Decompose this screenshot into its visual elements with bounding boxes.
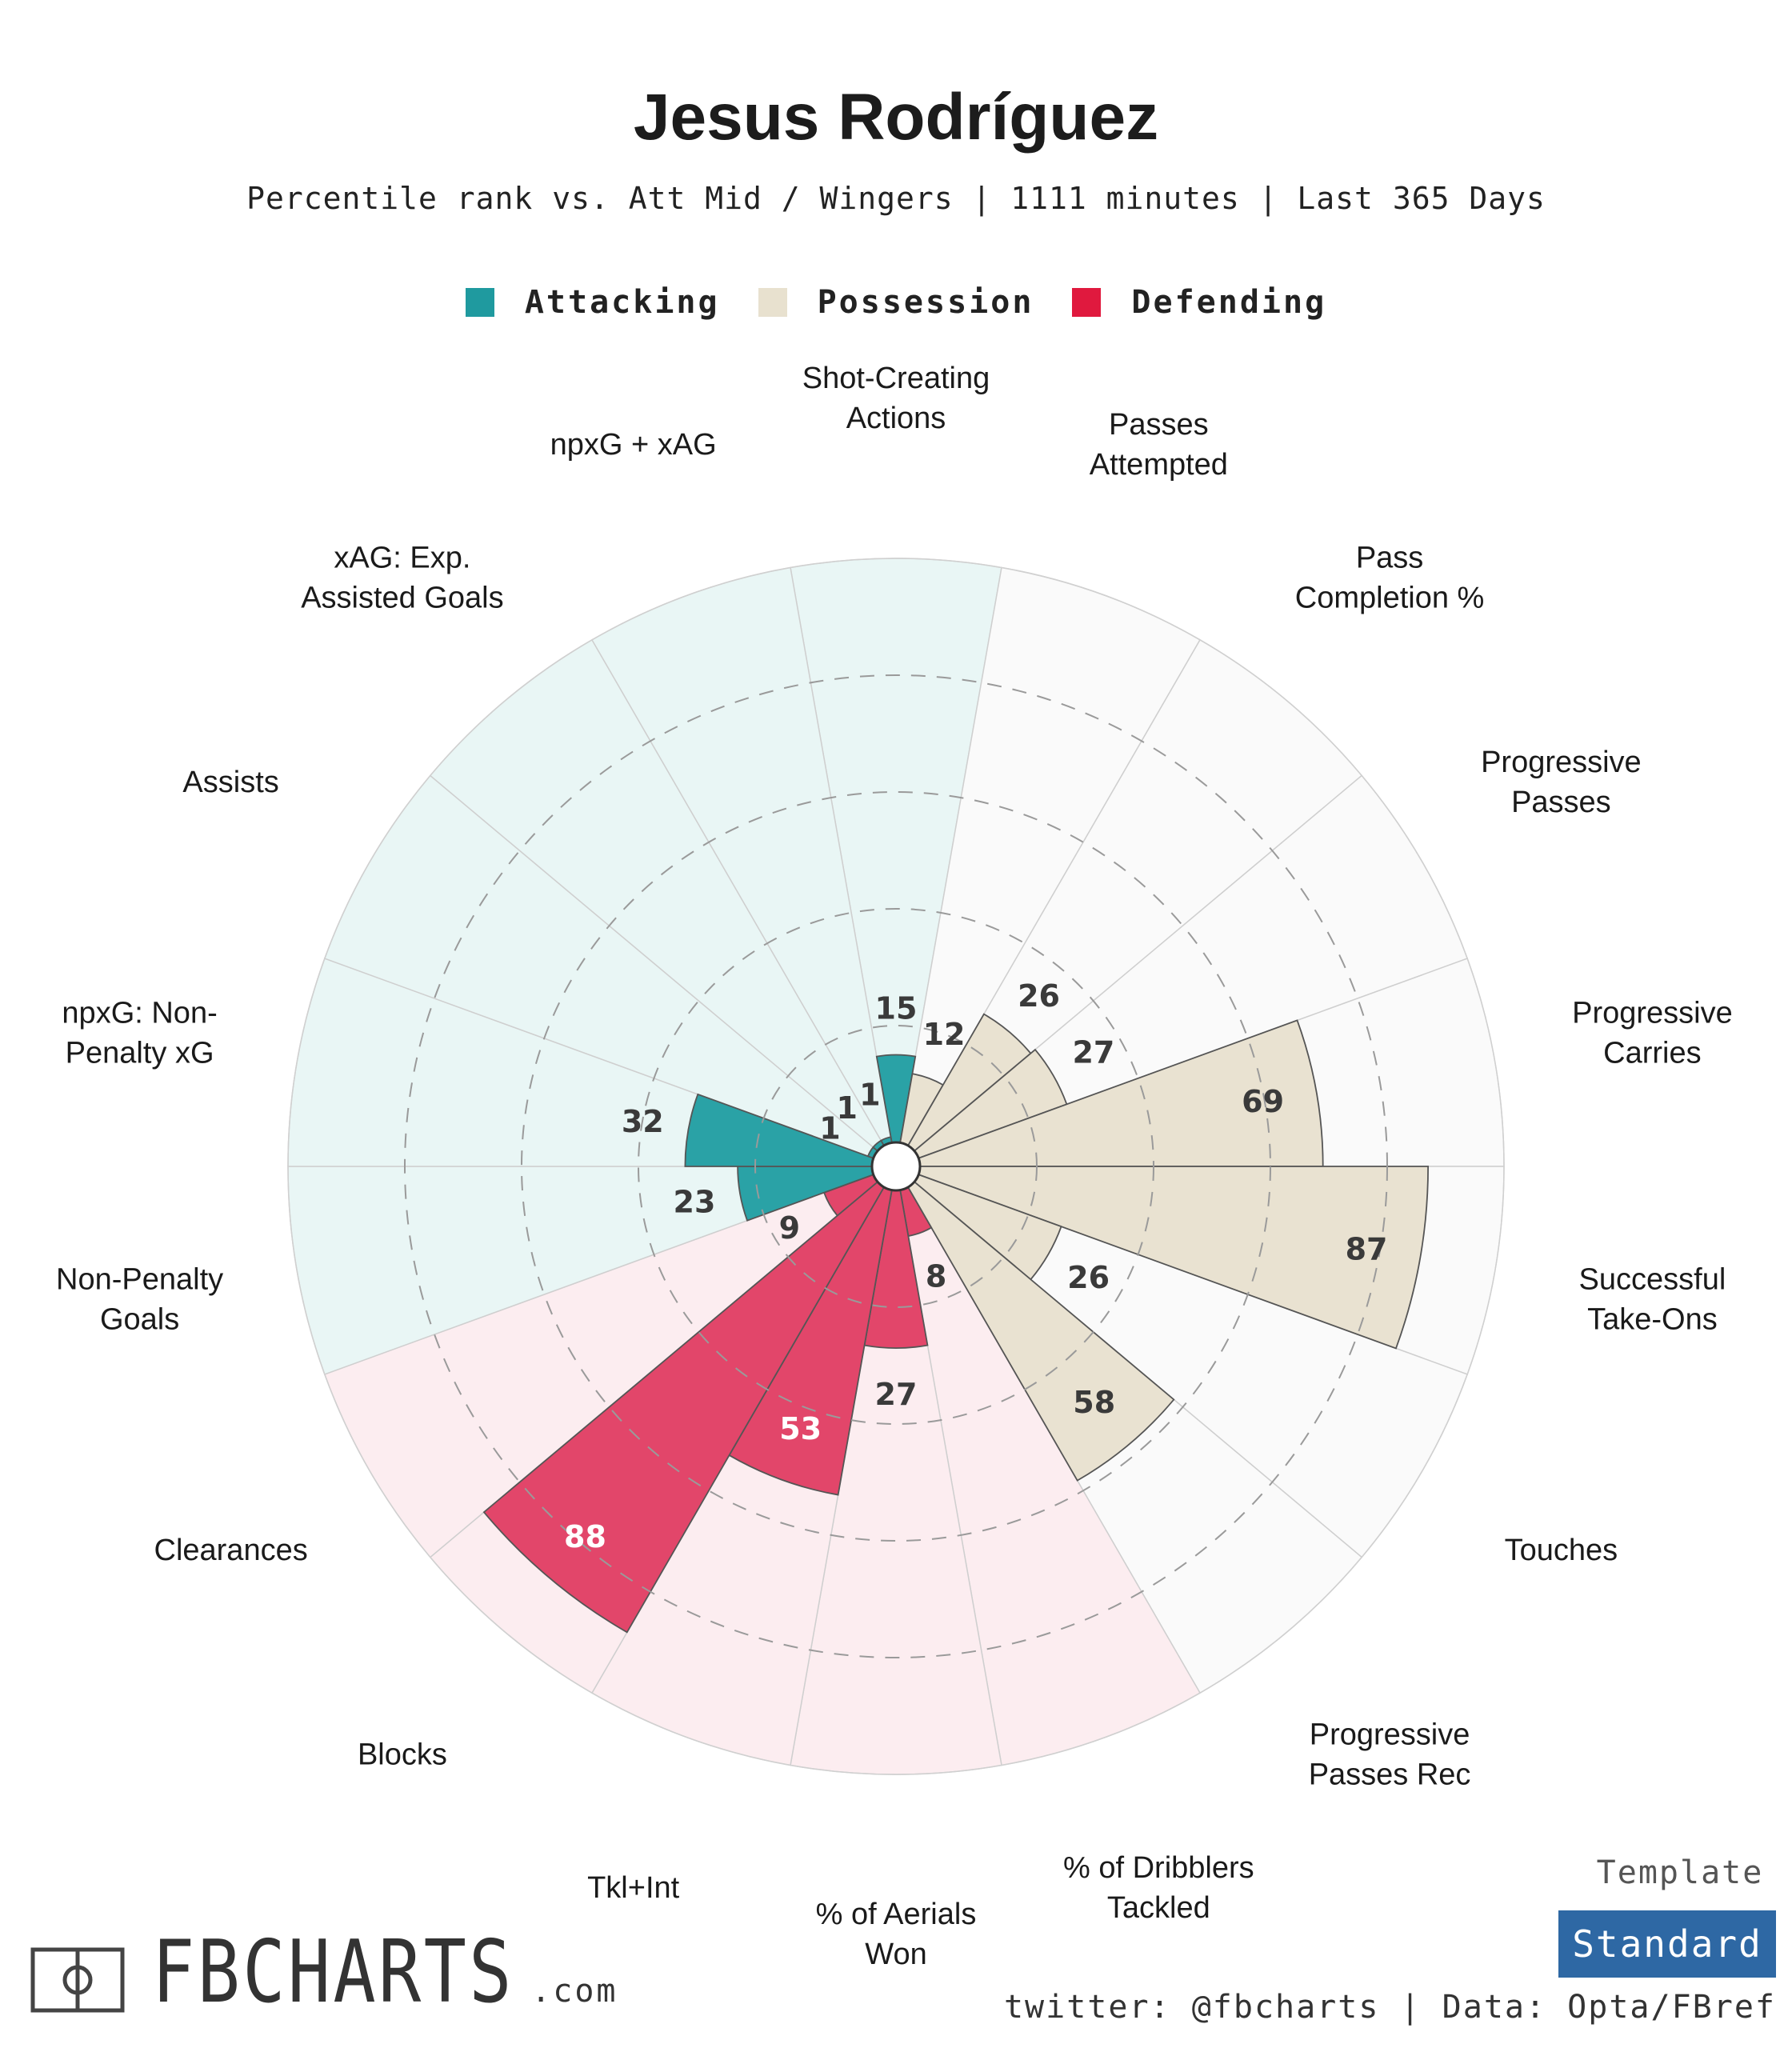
value-label-successful-take-ons: 87 [1346, 1232, 1388, 1267]
gridlines [404, 674, 1388, 1658]
value-label-npxg-xag: 1 [859, 1077, 880, 1112]
fbcharts-logo: FBCHARTS .com [30, 1922, 618, 2022]
category-label-shot-creating-actions: Shot-Creating Actions [802, 362, 990, 435]
category-label-npxg-xag: npxG + xAG [550, 428, 717, 462]
legend-label-defending: Defending [1131, 284, 1327, 321]
category-label-assists: Assists [182, 766, 278, 799]
value-label-shot-creating-actions: 15 [875, 991, 918, 1026]
value-label-progressive-carries: 69 [1242, 1084, 1284, 1119]
value-label-touches: 26 [1067, 1260, 1110, 1295]
legend-label-possession: Possession [817, 284, 1034, 321]
value-label-clearances: 9 [779, 1210, 800, 1246]
logo-text: FBCHARTS [152, 1922, 514, 2022]
template-badge: Standard [1558, 1910, 1776, 1978]
category-label-non-penalty-goals: Non-Penalty Goals [56, 1263, 223, 1337]
category-label-successful-take-ons: Successful Take-Ons [1579, 1263, 1726, 1337]
category-label-tkl-int: Tkl+Int [587, 1871, 680, 1905]
category-label-touches: Touches [1505, 1534, 1618, 1567]
gridline-80 [404, 674, 1388, 1658]
value-label-progressive-passes-rec: 58 [1073, 1385, 1115, 1420]
gridline-20 [754, 1025, 1038, 1308]
value-label-non-penalty-goals: 23 [674, 1184, 716, 1219]
legend-label-attacking: Attacking [524, 284, 720, 321]
legend-item-attacking: Attacking [465, 284, 720, 321]
category-label-clearances: Clearances [154, 1534, 308, 1567]
value-label-tkl-int: 53 [779, 1411, 822, 1446]
category-label-progressive-passes: Progressive Passes [1481, 746, 1642, 819]
legend-item-defending: Defending [1072, 284, 1326, 321]
legend: Attacking Possession Defending [0, 284, 1792, 321]
category-labels: Shot-Creating Actions Passes Attempted Pass C… [56, 362, 1733, 1971]
legend-swatch-attacking [465, 288, 494, 317]
value-label-of-dribblers-tackled: 8 [926, 1259, 946, 1294]
category-label-pass-completion: Pass Completion % [1295, 542, 1485, 615]
legend-item-possession: Possession [758, 284, 1034, 321]
template-label: Template [1596, 1854, 1764, 1891]
category-label-blocks: Blocks [358, 1738, 447, 1771]
value-label-assists: 1 [819, 1110, 840, 1146]
value-label-pass-completion: 26 [1018, 978, 1060, 1014]
gridline-40 [638, 908, 1154, 1425]
chart-title: Jesus Rodríguez [633, 81, 1159, 154]
credit-text: twitter: @fbcharts | Data: Opta/FBref [1003, 1989, 1776, 2026]
center-hole [870, 1141, 922, 1192]
value-label-passes-attempted: 12 [923, 1017, 966, 1052]
value-label-blocks: 88 [564, 1519, 606, 1554]
chart-subtitle: Percentile rank vs. Att Mid / Wingers | … [246, 181, 1546, 216]
legend-swatch-possession [758, 288, 787, 317]
category-label-passes-attempted: Passes Attempted [1090, 408, 1228, 482]
value-label-npxg-non-penalty-xg: 32 [622, 1104, 664, 1139]
data-wedges [482, 1013, 1430, 1634]
category-label-npxg-non-penalty-xg: npxG: Non-Penalty xG [62, 996, 217, 1070]
legend-swatch-defending [1072, 288, 1102, 317]
category-label-progressive-carries: Progressive Carries [1572, 996, 1733, 1070]
value-label-xag-exp-assisted-goals: 1 [837, 1090, 858, 1126]
value-label-progressive-passes: 27 [1072, 1034, 1114, 1070]
pitch-icon [30, 1947, 125, 2013]
gridline-60 [521, 791, 1271, 1542]
category-label-of-dribblers-tackled: % of Dribblers Tackled [1063, 1851, 1254, 1925]
outer-ring [287, 558, 1505, 1775]
category-label-xag-exp-assisted-goals: xAG: Exp. Assisted Goals [301, 542, 503, 615]
logo-suffix: .com [531, 1973, 618, 2010]
category-label-of-aerials-won: % of Aerials Won [816, 1898, 977, 1971]
value-label-of-aerials-won: 27 [875, 1377, 918, 1412]
category-label-progressive-passes-rec: Progressive Passes Rec [1309, 1718, 1471, 1791]
